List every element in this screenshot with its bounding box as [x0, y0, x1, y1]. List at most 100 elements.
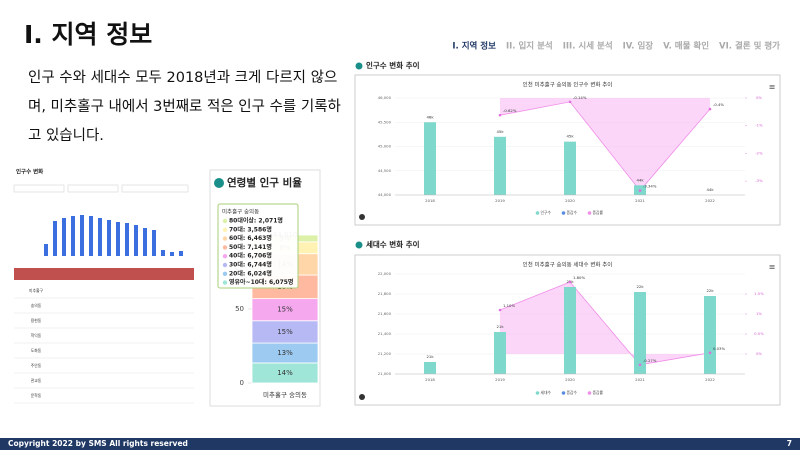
segment-label: 13% — [277, 349, 293, 357]
mini-bar — [179, 251, 183, 256]
rate-area — [500, 98, 710, 191]
mini-title: 인구수 변화 — [16, 168, 43, 176]
nav-item: III. 시세 분석 — [563, 41, 613, 52]
mini-row-label: 미추홀구 — [29, 288, 43, 293]
mini-bar — [170, 252, 174, 256]
mini-row-label: 문학동 — [31, 393, 42, 398]
x-tick-label: 2019 — [495, 377, 505, 382]
legend-dot — [587, 211, 592, 215]
bar-label: 44k — [706, 187, 714, 192]
copyright: Copyright 2022 by SMS All rights reserve… — [8, 439, 188, 448]
bar-label: 22k — [706, 288, 714, 293]
mini-select — [13, 184, 65, 193]
bar — [564, 287, 576, 374]
bar-label: 44k — [636, 177, 644, 182]
mini-select — [67, 184, 119, 193]
mini-bar — [134, 225, 138, 256]
legend-label: 인구수 — [541, 210, 552, 215]
y2-tick-label: 1% — [756, 311, 762, 316]
section-icon — [355, 241, 363, 249]
tooltip-dot — [222, 227, 228, 232]
legend-label: 증감수 — [567, 210, 578, 215]
bar — [494, 136, 506, 195]
y-tick-label: 21,800 — [378, 291, 392, 296]
rate-label: 1.80% — [573, 275, 585, 280]
rate-label: -0.62% — [503, 108, 517, 113]
x-tick-label: 2022 — [705, 198, 715, 203]
rate-label: -3.34% — [643, 184, 657, 189]
tooltip-dot — [222, 280, 228, 285]
rate-point — [568, 100, 572, 104]
rate-label: -0.4% — [713, 102, 724, 107]
mini-bar — [44, 244, 48, 256]
logo — [359, 394, 365, 400]
rate-label: -0.27% — [643, 358, 657, 363]
menu-icon: ≡ — [769, 263, 776, 272]
mini-row-label: 용현동 — [31, 318, 42, 323]
tooltip-item: 50대: 7,141명 — [229, 243, 272, 251]
x-tick-label: 2020 — [565, 377, 575, 382]
legend-dot — [561, 211, 566, 215]
legend-dot — [587, 391, 592, 395]
bar — [494, 332, 506, 374]
rate-line — [499, 101, 711, 192]
tooltip-item: 20대: 6,024명 — [229, 269, 272, 277]
y-tick-label: 0 — [240, 379, 244, 387]
mini-bar — [125, 223, 129, 256]
tooltip-dot — [222, 218, 228, 224]
legend-label: 증감률 — [593, 390, 604, 395]
mini-bar — [53, 221, 57, 256]
mini-bar — [107, 220, 111, 256]
bar — [634, 292, 646, 374]
x-tick-label: 2018 — [425, 198, 435, 203]
x-tick-label: 2021 — [635, 198, 645, 203]
y2-tick-label: -1% — [755, 123, 763, 128]
chart-title: 인천 미추홀구 숭의동 인구수 변화 추이 — [523, 81, 613, 89]
summary: 인구 수와 세대수 모두 2018년과 크게 다르지 않으며, 미추홀구 내에서… — [28, 70, 341, 144]
x-tick-label: 2019 — [495, 198, 505, 203]
rate-line — [499, 281, 711, 366]
y-tick-label: 21,000 — [378, 371, 392, 376]
bar — [704, 296, 716, 374]
y-tick-label: 22,000 — [378, 271, 392, 276]
tooltip-title: 미추홀구 숭의동 — [222, 208, 259, 216]
mini-bar — [152, 230, 156, 256]
tooltip-dot — [222, 236, 228, 241]
rate-point — [708, 351, 712, 355]
x-tick-label: 2020 — [565, 198, 575, 203]
mini-bar — [62, 218, 66, 256]
mini-bar — [80, 215, 84, 256]
page-number: 7 — [787, 439, 792, 448]
legend-label: 세대수 — [541, 390, 552, 395]
mini-row-label: 주안동 — [31, 363, 42, 368]
legend-label: 증감률 — [593, 210, 604, 215]
legend-dot — [561, 391, 566, 395]
rate-point — [498, 308, 502, 312]
mini-bar — [89, 216, 93, 256]
y-tick-label: 45,500 — [378, 119, 392, 124]
mini-bar — [161, 250, 165, 256]
mini-row-label: 숭의동 — [31, 303, 42, 308]
rate-label: -0.14% — [573, 95, 587, 100]
home-icon — [214, 178, 224, 188]
tooltip-dot — [222, 262, 228, 268]
tooltip-dot — [222, 271, 228, 276]
segment-label: 14% — [277, 369, 293, 377]
tooltip-dot — [222, 254, 228, 259]
rate-label: 0.03% — [713, 346, 725, 351]
rate-point — [638, 189, 642, 192]
age-title: 연령별 인구 비율 — [227, 176, 302, 189]
bar-label: 21k — [426, 354, 434, 359]
rate-point — [638, 363, 642, 367]
mini-bar — [98, 218, 102, 256]
y2-tick-label: -2% — [755, 150, 763, 155]
nav-item: I. 지역 정보 — [452, 41, 496, 52]
bar-label: 21k — [496, 324, 504, 329]
tooltip-item: 40대: 6,706명 — [229, 252, 272, 260]
y-tick-label: 46,000 — [378, 95, 392, 100]
tooltip-dot — [222, 245, 228, 250]
rate-label: 1.10% — [503, 303, 515, 308]
tooltip-item: 80대이상: 2,071명 — [229, 217, 283, 225]
